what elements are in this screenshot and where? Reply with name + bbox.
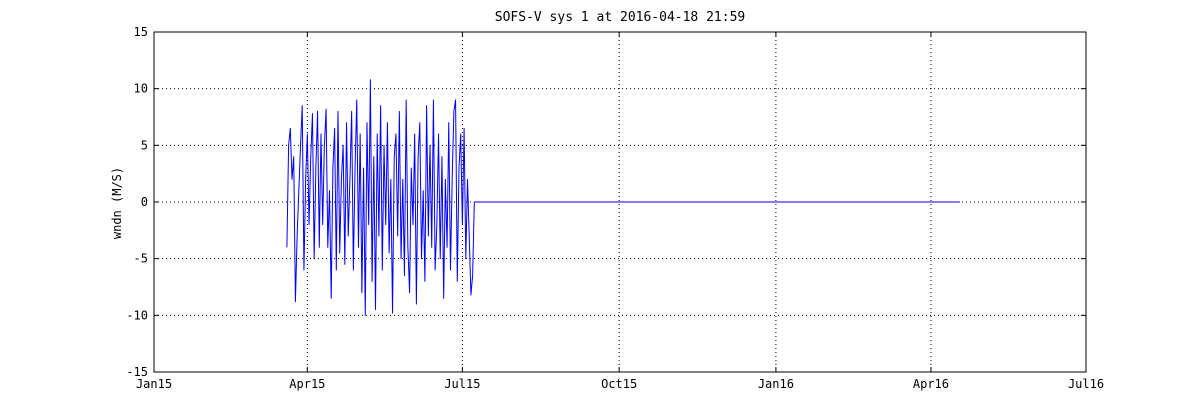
y-axis-label: wndn (M/S) bbox=[110, 167, 124, 239]
y-tick-label: 5 bbox=[141, 138, 148, 152]
x-tick-label: Jul16 bbox=[1068, 377, 1104, 391]
x-tick-label: Apr15 bbox=[289, 377, 325, 391]
x-tick-label: Jan15 bbox=[136, 377, 172, 391]
series-line bbox=[286, 79, 960, 316]
y-tick-label: 15 bbox=[134, 25, 148, 39]
x-tick-label: Jan16 bbox=[758, 377, 794, 391]
y-tick-label: -15 bbox=[126, 365, 148, 379]
y-tick-label: -10 bbox=[126, 308, 148, 322]
x-tick-label: Jul15 bbox=[444, 377, 480, 391]
y-tick-label: 0 bbox=[141, 195, 148, 209]
x-tick-label: Oct15 bbox=[601, 377, 637, 391]
series-layer bbox=[286, 79, 960, 316]
x-axis: Jan15 Apr15 Jul15 Oct15 Jan16 Apr16 Jul16 bbox=[136, 32, 1104, 391]
x-tick-label: Apr16 bbox=[913, 377, 949, 391]
y-tick-label: 10 bbox=[134, 82, 148, 96]
y-tick-label: -5 bbox=[134, 252, 148, 266]
chart-title: SOFS-V sys 1 at 2016-04-18 21:59 bbox=[495, 10, 745, 25]
y-axis: -15 -10 -5 0 5 10 15 bbox=[126, 25, 1086, 379]
